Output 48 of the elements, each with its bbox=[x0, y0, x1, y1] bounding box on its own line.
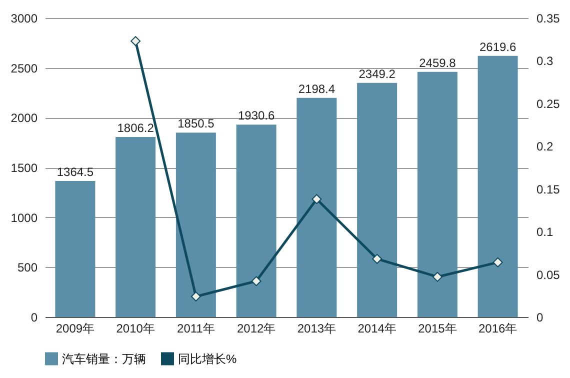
y-tick-label: 1000 bbox=[10, 210, 38, 225]
point bbox=[372, 254, 382, 264]
y2-tick-label: 0 bbox=[536, 310, 544, 324]
y-tick-label: 0 bbox=[30, 310, 38, 324]
x-tick-label: 2016年 bbox=[478, 322, 518, 336]
y2-tick-label: 0.2 bbox=[536, 140, 554, 154]
text: 2349.2 bbox=[358, 66, 396, 81]
x-tick-label: 2012年 bbox=[236, 322, 276, 336]
legend-label: 汽车销量：万辆 bbox=[62, 352, 146, 366]
legend-label: 同比增长% bbox=[178, 352, 237, 366]
bar bbox=[478, 56, 518, 317]
y2-tick-label: 0.35 bbox=[536, 12, 560, 26]
point bbox=[190, 292, 201, 302]
x-tick-label: 2014年 bbox=[358, 322, 396, 336]
x-tick-label: 2015年 bbox=[418, 322, 457, 336]
bar bbox=[116, 136, 156, 317]
point bbox=[492, 257, 503, 268]
y-tick-label: 2000 bbox=[10, 111, 38, 126]
bar bbox=[236, 124, 276, 317]
point bbox=[312, 194, 322, 204]
point bbox=[130, 36, 141, 46]
text: 2198.4 bbox=[298, 82, 336, 96]
text: 1364.5 bbox=[56, 165, 94, 180]
bar bbox=[357, 82, 398, 317]
y2-tick-label: 0.3 bbox=[536, 54, 554, 68]
y2-tick-label: 0.25 bbox=[536, 96, 560, 111]
y-tick-label: 500 bbox=[17, 260, 38, 275]
y-tick-label: 3000 bbox=[10, 12, 38, 26]
bar bbox=[176, 132, 216, 317]
y2-tick-label: 0.1 bbox=[536, 225, 554, 240]
point bbox=[432, 272, 442, 282]
x-tick-label: 2009年 bbox=[56, 322, 95, 336]
y-tick-label: 1500 bbox=[10, 161, 38, 175]
x-tick-label: 2010年 bbox=[116, 322, 155, 336]
text: 2459.8 bbox=[419, 56, 456, 70]
bar bbox=[417, 72, 458, 317]
text: 1930.6 bbox=[238, 108, 275, 123]
y-tick-label: 2500 bbox=[10, 61, 38, 76]
bar bbox=[55, 181, 96, 317]
x-tick-label: 2011年 bbox=[177, 322, 215, 336]
point bbox=[251, 276, 262, 286]
text: 2619.6 bbox=[479, 40, 516, 54]
text: 1806.2 bbox=[117, 120, 154, 135]
bar bbox=[296, 98, 337, 317]
y2-tick-label: 0.15 bbox=[536, 182, 560, 196]
x-tick-label: 2013年 bbox=[297, 322, 336, 336]
text: 1850.5 bbox=[178, 116, 214, 131]
y2-tick-label: 0.05 bbox=[536, 268, 560, 282]
